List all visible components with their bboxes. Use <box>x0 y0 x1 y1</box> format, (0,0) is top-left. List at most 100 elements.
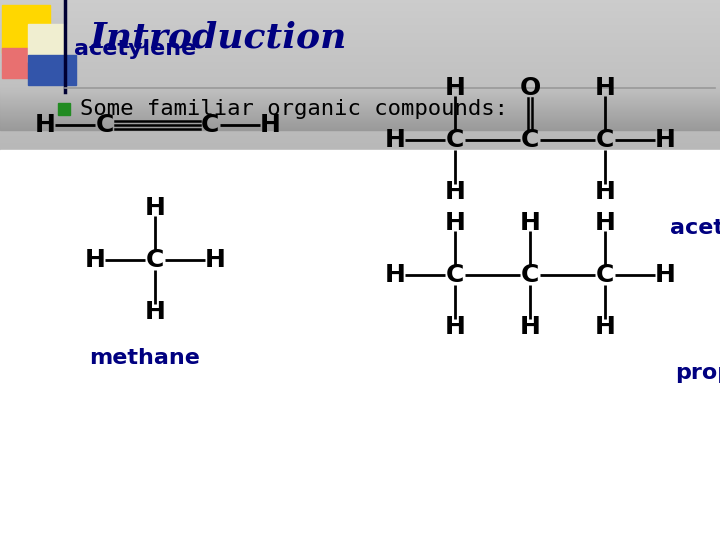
Bar <box>0 307 720 308</box>
Bar <box>0 321 720 322</box>
Bar <box>0 116 720 117</box>
Bar <box>0 118 720 119</box>
Bar <box>0 40 720 41</box>
Bar <box>0 25 720 26</box>
Bar <box>0 263 720 264</box>
Text: C: C <box>596 128 614 152</box>
Bar <box>0 362 720 363</box>
Bar <box>0 308 720 309</box>
Bar <box>0 113 720 114</box>
Bar <box>0 164 720 165</box>
Bar <box>0 78 720 79</box>
Bar <box>0 520 720 521</box>
Bar <box>0 13 720 14</box>
Bar <box>0 285 720 286</box>
Bar <box>0 406 720 407</box>
Bar <box>0 519 720 520</box>
Bar <box>0 452 720 453</box>
Bar <box>0 303 720 304</box>
Bar <box>0 423 720 424</box>
Bar <box>0 117 720 118</box>
Bar <box>0 441 720 442</box>
Bar <box>0 232 720 233</box>
Bar <box>0 340 720 341</box>
Bar <box>0 100 720 101</box>
Bar <box>0 420 720 421</box>
Bar <box>0 156 720 157</box>
Bar <box>0 26 720 27</box>
Bar <box>0 375 720 376</box>
Bar <box>0 230 720 231</box>
Bar <box>0 75 720 76</box>
Bar <box>0 335 720 336</box>
Bar <box>0 276 720 277</box>
Bar <box>0 502 720 503</box>
Bar <box>0 205 720 206</box>
Bar <box>0 507 720 508</box>
Bar <box>0 166 720 167</box>
Bar <box>0 234 720 235</box>
Text: H: H <box>384 128 405 152</box>
Bar <box>0 67 720 68</box>
Bar <box>0 51 720 52</box>
Bar <box>0 424 720 425</box>
Bar <box>0 100 720 101</box>
Bar <box>0 517 720 518</box>
Bar <box>0 172 720 173</box>
Bar <box>0 206 720 207</box>
Bar <box>0 107 720 108</box>
Bar <box>0 430 720 431</box>
Bar <box>0 365 720 366</box>
Bar <box>0 221 720 222</box>
Bar <box>0 281 720 282</box>
Bar <box>0 513 720 514</box>
Bar <box>0 188 720 189</box>
Bar <box>0 24 720 25</box>
Bar <box>0 152 720 153</box>
Bar <box>0 62 720 63</box>
Bar <box>0 157 720 158</box>
Bar <box>0 129 720 130</box>
Bar <box>0 485 720 486</box>
Bar <box>0 186 720 187</box>
Bar <box>0 20 720 21</box>
Bar <box>0 107 720 108</box>
Bar <box>0 369 720 370</box>
Text: C: C <box>446 128 464 152</box>
Bar <box>0 110 720 111</box>
Bar <box>0 229 720 230</box>
Bar <box>0 268 720 269</box>
Bar <box>0 482 720 483</box>
Bar <box>0 57 720 58</box>
Bar <box>0 327 720 328</box>
Bar <box>0 463 720 464</box>
Bar <box>0 512 720 513</box>
Bar <box>0 112 720 113</box>
Bar <box>0 37 720 38</box>
Bar <box>0 253 720 254</box>
Bar <box>0 125 720 126</box>
Bar <box>2 5 50 53</box>
Bar <box>0 143 720 144</box>
Bar <box>0 105 720 106</box>
Bar <box>0 96 720 97</box>
Bar <box>0 279 720 280</box>
Bar <box>0 53 720 54</box>
Bar <box>0 328 720 329</box>
Bar <box>0 312 720 313</box>
Bar <box>0 43 720 44</box>
Bar <box>0 264 720 265</box>
Bar <box>0 69 720 70</box>
Bar <box>28 24 66 62</box>
Bar <box>0 488 720 489</box>
Bar <box>0 128 720 129</box>
Bar <box>0 490 720 491</box>
Bar <box>0 137 720 138</box>
Bar <box>0 386 720 387</box>
Bar <box>0 278 720 279</box>
Bar <box>0 358 720 359</box>
Bar <box>0 127 720 128</box>
Text: H: H <box>595 76 616 100</box>
Bar <box>0 518 720 519</box>
Bar <box>0 214 720 215</box>
